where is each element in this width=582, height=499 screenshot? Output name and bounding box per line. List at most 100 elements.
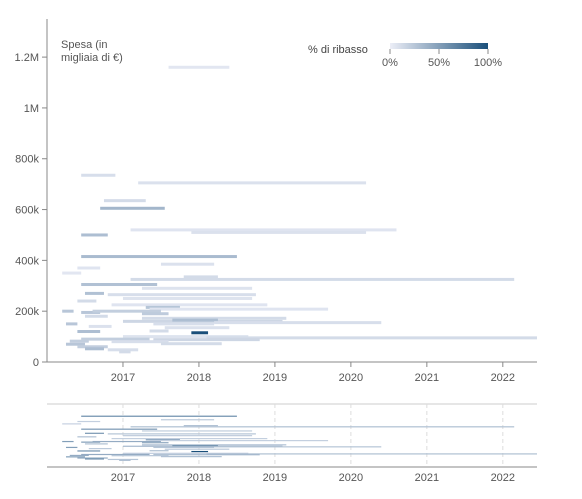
contract-bar[interactable]	[81, 255, 237, 259]
contract-bar[interactable]	[141, 312, 169, 316]
contract-bar[interactable]	[84, 314, 108, 318]
overview-contract-bar	[88, 448, 112, 450]
x-tick-label: 2019	[263, 372, 287, 384]
overview-contract-bar	[62, 423, 82, 425]
contract-bar[interactable]	[160, 262, 215, 266]
overview-contract-bar	[191, 450, 209, 453]
overview-panel[interactable]: 2017 2018 2019 2020 2021 2022	[47, 403, 537, 484]
contract-bar[interactable]	[111, 303, 268, 307]
x-tick-label: 2021	[415, 372, 439, 384]
overview-contract-bar	[145, 439, 180, 441]
contract-bar[interactable]	[214, 321, 382, 325]
contract-bar[interactable]	[65, 322, 78, 326]
y-tick-label: 600k	[15, 205, 39, 217]
overview-contract-bar	[65, 446, 78, 449]
contract-bar[interactable]	[130, 228, 397, 232]
contract-bar[interactable]	[77, 345, 108, 349]
overview-contract-bar	[84, 458, 104, 460]
overview-contract-bar	[65, 456, 85, 458]
contract-bar[interactable]	[81, 310, 101, 314]
y-tick-label: 400k	[15, 255, 39, 267]
contract-bar[interactable]	[130, 277, 515, 281]
overview-contract-bar	[111, 438, 268, 440]
overview-contract-bar	[111, 455, 169, 457]
contract-bar[interactable]	[191, 331, 209, 335]
legend-tick-0: 0%	[382, 57, 398, 69]
contract-bar[interactable]	[145, 305, 180, 309]
contract-bar[interactable]	[92, 309, 161, 313]
contract-bar[interactable]	[77, 330, 101, 334]
contract-bar[interactable]	[84, 291, 104, 295]
overview-contract-bar	[92, 440, 161, 443]
overview-contract-bar	[77, 450, 101, 452]
contract-bar[interactable]	[141, 316, 287, 320]
y-tick-label: 0	[33, 357, 39, 369]
contract-bar[interactable]	[77, 266, 101, 270]
overview-contract-bar	[81, 453, 150, 456]
legend-tick-50: 50%	[428, 57, 450, 69]
overview-contract-bar	[206, 453, 537, 455]
contract-bar[interactable]	[122, 335, 249, 339]
contract-bar[interactable]	[81, 233, 108, 237]
y-tick-label: 200k	[15, 306, 39, 318]
contract-bar[interactable]	[100, 206, 165, 210]
overview-contract-bar	[141, 444, 287, 446]
contract-bar[interactable]	[84, 347, 104, 351]
contract-bar[interactable]	[62, 271, 82, 275]
overview-contract-bar	[119, 459, 131, 461]
overview-contract-bar	[62, 440, 74, 443]
overview-contract-bar	[164, 448, 230, 450]
contract-bar[interactable]	[77, 299, 97, 303]
overview-contract-bar	[81, 428, 158, 430]
overview-x-tick-label: 2018	[187, 472, 211, 484]
x-tick-label: 2020	[339, 372, 363, 384]
color-legend: % di ribasso 0% 50% 100%	[308, 43, 502, 69]
contract-bar[interactable]	[107, 348, 139, 352]
contract-bar[interactable]	[138, 181, 367, 185]
contract-bar[interactable]	[81, 173, 116, 177]
contract-bar[interactable]	[65, 342, 85, 346]
contract-bar[interactable]	[191, 230, 367, 234]
overview-contract-bar	[141, 442, 169, 444]
overview-contract-bar	[153, 454, 260, 456]
contract-bar[interactable]	[81, 337, 150, 341]
overview-contract-bar	[77, 436, 97, 438]
contract-bar[interactable]	[153, 338, 260, 342]
contract-bar[interactable]	[168, 65, 230, 69]
overview-contract-bar	[214, 446, 382, 448]
contract-bar[interactable]	[69, 339, 89, 343]
contract-bar[interactable]	[122, 296, 253, 300]
overview-contract-bar	[81, 415, 237, 417]
contract-bar[interactable]	[149, 329, 169, 333]
y-tick-label: 1M	[24, 103, 39, 115]
contract-bar[interactable]	[149, 307, 329, 311]
overview-contract-bar	[183, 425, 218, 427]
overview-x-tick-label: 2021	[415, 472, 439, 484]
contract-bar[interactable]	[164, 326, 230, 330]
x-tick-label: 2018	[187, 372, 211, 384]
contract-bar[interactable]	[88, 324, 112, 328]
contract-bar[interactable]	[160, 342, 222, 346]
overview-contract-bar	[122, 452, 249, 454]
contract-bar[interactable]	[111, 340, 169, 344]
contract-bar[interactable]	[172, 318, 218, 322]
contract-bar[interactable]	[183, 275, 218, 279]
contract-bar[interactable]	[103, 199, 146, 203]
x-tick-label: 2022	[491, 372, 515, 384]
contract-bar[interactable]	[107, 293, 256, 297]
contract-bar[interactable]	[141, 286, 253, 290]
contract-bar[interactable]	[119, 350, 131, 354]
y-tick-label: 800k	[15, 154, 39, 166]
contract-bar[interactable]	[153, 322, 215, 326]
y-tick-label: 1.2M	[15, 52, 39, 64]
overview-bars	[62, 415, 537, 461]
overview-x-ticks: 2017 2018 2019 2020 2021 2022	[111, 472, 515, 484]
contract-bar[interactable]	[62, 309, 74, 313]
main-axes: 0 200k 400k 600k 800k 1M 1.2M 2017 2018 2019 2020 2…	[15, 19, 537, 384]
overview-x-tick-label: 2017	[111, 472, 135, 484]
contract-bar[interactable]	[206, 336, 537, 340]
contract-bar[interactable]	[81, 283, 158, 287]
overview-contract-bar	[149, 440, 329, 442]
legend-tick-100: 100%	[474, 57, 502, 69]
